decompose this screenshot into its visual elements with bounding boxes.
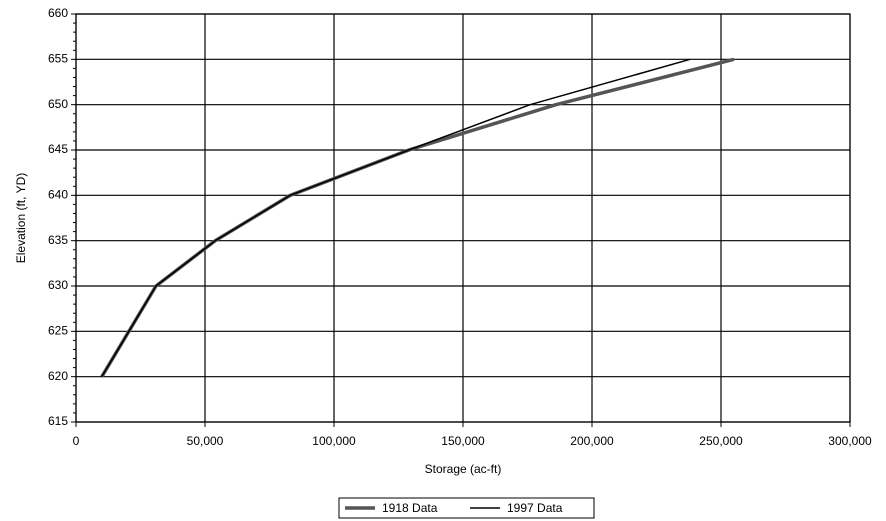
y-tick-label: 625 <box>48 324 68 338</box>
x-tick-label: 100,000 <box>312 434 356 448</box>
y-tick-label: 655 <box>48 52 68 66</box>
legend-label: 1997 Data <box>507 501 563 515</box>
x-tick-label: 150,000 <box>441 434 485 448</box>
y-tick-label: 620 <box>48 369 68 383</box>
y-tick-label: 630 <box>48 278 68 292</box>
legend-label: 1918 Data <box>382 501 438 515</box>
x-tick-label: 250,000 <box>699 434 743 448</box>
x-tick-label: 300,000 <box>828 434 872 448</box>
y-axis-label: Elevation (ft, YD) <box>14 173 28 263</box>
y-tick-label: 650 <box>48 97 68 111</box>
x-tick-label: 0 <box>73 434 80 448</box>
y-tick-label: 615 <box>48 414 68 428</box>
x-axis-label: Storage (ac-ft) <box>425 462 502 476</box>
y-tick-label: 635 <box>48 233 68 247</box>
y-tick-label: 645 <box>48 142 68 156</box>
data-line <box>101 58 691 378</box>
y-tick-label: 660 <box>48 6 68 20</box>
x-tick-label: 200,000 <box>570 434 614 448</box>
legend <box>338 497 595 519</box>
x-tick-label: 50,000 <box>187 434 224 448</box>
y-tick-label: 640 <box>48 188 68 202</box>
